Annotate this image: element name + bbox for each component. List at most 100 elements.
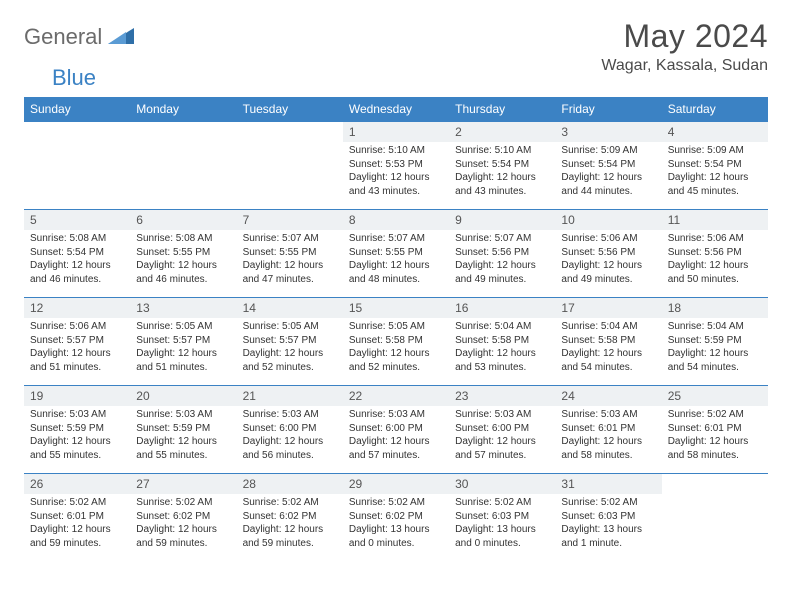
- weekday-header: Thursday: [449, 97, 555, 122]
- logo-text-blue: Blue: [52, 65, 96, 90]
- calendar-day-cell: 7Sunrise: 5:07 AMSunset: 5:55 PMDaylight…: [237, 210, 343, 298]
- calendar-week-row: 26Sunrise: 5:02 AMSunset: 6:01 PMDayligh…: [24, 474, 768, 562]
- day-number: 30: [449, 474, 555, 494]
- logo-text-general: General: [24, 24, 102, 50]
- calendar-day-cell: [130, 122, 236, 210]
- logo: General: [24, 18, 136, 50]
- day-number: 9: [449, 210, 555, 230]
- calendar-day-cell: 14Sunrise: 5:05 AMSunset: 5:57 PMDayligh…: [237, 298, 343, 386]
- calendar-week-row: 12Sunrise: 5:06 AMSunset: 5:57 PMDayligh…: [24, 298, 768, 386]
- day-number: 4: [662, 122, 768, 142]
- day-number: 28: [237, 474, 343, 494]
- calendar-day-cell: 21Sunrise: 5:03 AMSunset: 6:00 PMDayligh…: [237, 386, 343, 474]
- day-details: Sunrise: 5:06 AMSunset: 5:56 PMDaylight:…: [662, 230, 768, 290]
- calendar-week-row: 5Sunrise: 5:08 AMSunset: 5:54 PMDaylight…: [24, 210, 768, 298]
- month-title: May 2024: [601, 18, 768, 55]
- calendar-day-cell: 29Sunrise: 5:02 AMSunset: 6:02 PMDayligh…: [343, 474, 449, 562]
- day-number: 17: [555, 298, 661, 318]
- day-details: Sunrise: 5:07 AMSunset: 5:55 PMDaylight:…: [237, 230, 343, 290]
- day-number: 31: [555, 474, 661, 494]
- calendar-day-cell: 9Sunrise: 5:07 AMSunset: 5:56 PMDaylight…: [449, 210, 555, 298]
- calendar-day-cell: 31Sunrise: 5:02 AMSunset: 6:03 PMDayligh…: [555, 474, 661, 562]
- day-details: Sunrise: 5:03 AMSunset: 5:59 PMDaylight:…: [24, 406, 130, 466]
- calendar-week-row: 1Sunrise: 5:10 AMSunset: 5:53 PMDaylight…: [24, 122, 768, 210]
- day-details: Sunrise: 5:04 AMSunset: 5:59 PMDaylight:…: [662, 318, 768, 378]
- day-number: 13: [130, 298, 236, 318]
- day-number: 11: [662, 210, 768, 230]
- calendar-day-cell: 24Sunrise: 5:03 AMSunset: 6:01 PMDayligh…: [555, 386, 661, 474]
- weekday-header-row: Sunday Monday Tuesday Wednesday Thursday…: [24, 97, 768, 122]
- calendar-table: Sunday Monday Tuesday Wednesday Thursday…: [24, 97, 768, 562]
- day-number: 12: [24, 298, 130, 318]
- calendar-day-cell: 12Sunrise: 5:06 AMSunset: 5:57 PMDayligh…: [24, 298, 130, 386]
- calendar-day-cell: [237, 122, 343, 210]
- day-details: Sunrise: 5:05 AMSunset: 5:57 PMDaylight:…: [237, 318, 343, 378]
- day-details: Sunrise: 5:10 AMSunset: 5:53 PMDaylight:…: [343, 142, 449, 202]
- day-details: Sunrise: 5:08 AMSunset: 5:55 PMDaylight:…: [130, 230, 236, 290]
- calendar-day-cell: 16Sunrise: 5:04 AMSunset: 5:58 PMDayligh…: [449, 298, 555, 386]
- calendar-day-cell: 20Sunrise: 5:03 AMSunset: 5:59 PMDayligh…: [130, 386, 236, 474]
- calendar-day-cell: 8Sunrise: 5:07 AMSunset: 5:55 PMDaylight…: [343, 210, 449, 298]
- day-number: 25: [662, 386, 768, 406]
- day-details: Sunrise: 5:08 AMSunset: 5:54 PMDaylight:…: [24, 230, 130, 290]
- calendar-day-cell: 28Sunrise: 5:02 AMSunset: 6:02 PMDayligh…: [237, 474, 343, 562]
- day-number: 23: [449, 386, 555, 406]
- day-details: Sunrise: 5:06 AMSunset: 5:57 PMDaylight:…: [24, 318, 130, 378]
- day-number: 14: [237, 298, 343, 318]
- calendar-day-cell: 30Sunrise: 5:02 AMSunset: 6:03 PMDayligh…: [449, 474, 555, 562]
- calendar-day-cell: 18Sunrise: 5:04 AMSunset: 5:59 PMDayligh…: [662, 298, 768, 386]
- calendar-day-cell: 13Sunrise: 5:05 AMSunset: 5:57 PMDayligh…: [130, 298, 236, 386]
- day-number: 2: [449, 122, 555, 142]
- day-details: Sunrise: 5:03 AMSunset: 5:59 PMDaylight:…: [130, 406, 236, 466]
- calendar-day-cell: [662, 474, 768, 562]
- day-number: 26: [24, 474, 130, 494]
- day-details: Sunrise: 5:05 AMSunset: 5:58 PMDaylight:…: [343, 318, 449, 378]
- calendar-day-cell: 3Sunrise: 5:09 AMSunset: 5:54 PMDaylight…: [555, 122, 661, 210]
- weekday-header: Saturday: [662, 97, 768, 122]
- day-number: 21: [237, 386, 343, 406]
- day-number: 27: [130, 474, 236, 494]
- day-number: 6: [130, 210, 236, 230]
- day-number: 5: [24, 210, 130, 230]
- day-details: Sunrise: 5:03 AMSunset: 6:01 PMDaylight:…: [555, 406, 661, 466]
- day-details: Sunrise: 5:02 AMSunset: 6:02 PMDaylight:…: [130, 494, 236, 554]
- day-details: Sunrise: 5:09 AMSunset: 5:54 PMDaylight:…: [555, 142, 661, 202]
- day-details: Sunrise: 5:04 AMSunset: 5:58 PMDaylight:…: [555, 318, 661, 378]
- day-details: Sunrise: 5:03 AMSunset: 6:00 PMDaylight:…: [237, 406, 343, 466]
- calendar-day-cell: 11Sunrise: 5:06 AMSunset: 5:56 PMDayligh…: [662, 210, 768, 298]
- calendar-day-cell: 15Sunrise: 5:05 AMSunset: 5:58 PMDayligh…: [343, 298, 449, 386]
- day-details: Sunrise: 5:07 AMSunset: 5:55 PMDaylight:…: [343, 230, 449, 290]
- day-details: Sunrise: 5:03 AMSunset: 6:00 PMDaylight:…: [449, 406, 555, 466]
- calendar-day-cell: 2Sunrise: 5:10 AMSunset: 5:54 PMDaylight…: [449, 122, 555, 210]
- day-details: Sunrise: 5:02 AMSunset: 6:01 PMDaylight:…: [662, 406, 768, 466]
- calendar-week-row: 19Sunrise: 5:03 AMSunset: 5:59 PMDayligh…: [24, 386, 768, 474]
- calendar-day-cell: 23Sunrise: 5:03 AMSunset: 6:00 PMDayligh…: [449, 386, 555, 474]
- day-number: 22: [343, 386, 449, 406]
- weekday-header: Wednesday: [343, 97, 449, 122]
- day-details: Sunrise: 5:02 AMSunset: 6:03 PMDaylight:…: [449, 494, 555, 554]
- day-number: 15: [343, 298, 449, 318]
- day-number: 20: [130, 386, 236, 406]
- day-details: Sunrise: 5:04 AMSunset: 5:58 PMDaylight:…: [449, 318, 555, 378]
- weekday-header: Friday: [555, 97, 661, 122]
- calendar-day-cell: [24, 122, 130, 210]
- day-details: Sunrise: 5:02 AMSunset: 6:03 PMDaylight:…: [555, 494, 661, 554]
- day-number: 8: [343, 210, 449, 230]
- calendar-day-cell: 26Sunrise: 5:02 AMSunset: 6:01 PMDayligh…: [24, 474, 130, 562]
- calendar-day-cell: 19Sunrise: 5:03 AMSunset: 5:59 PMDayligh…: [24, 386, 130, 474]
- calendar-day-cell: 22Sunrise: 5:03 AMSunset: 6:00 PMDayligh…: [343, 386, 449, 474]
- day-details: Sunrise: 5:02 AMSunset: 6:02 PMDaylight:…: [343, 494, 449, 554]
- day-number: 29: [343, 474, 449, 494]
- weekday-header: Tuesday: [237, 97, 343, 122]
- day-details: Sunrise: 5:10 AMSunset: 5:54 PMDaylight:…: [449, 142, 555, 202]
- calendar-day-cell: 17Sunrise: 5:04 AMSunset: 5:58 PMDayligh…: [555, 298, 661, 386]
- day-number: 19: [24, 386, 130, 406]
- calendar-day-cell: 27Sunrise: 5:02 AMSunset: 6:02 PMDayligh…: [130, 474, 236, 562]
- day-details: Sunrise: 5:02 AMSunset: 6:02 PMDaylight:…: [237, 494, 343, 554]
- day-number: 3: [555, 122, 661, 142]
- calendar-day-cell: 6Sunrise: 5:08 AMSunset: 5:55 PMDaylight…: [130, 210, 236, 298]
- day-number: 24: [555, 386, 661, 406]
- day-number: 18: [662, 298, 768, 318]
- day-details: Sunrise: 5:05 AMSunset: 5:57 PMDaylight:…: [130, 318, 236, 378]
- calendar-day-cell: 4Sunrise: 5:09 AMSunset: 5:54 PMDaylight…: [662, 122, 768, 210]
